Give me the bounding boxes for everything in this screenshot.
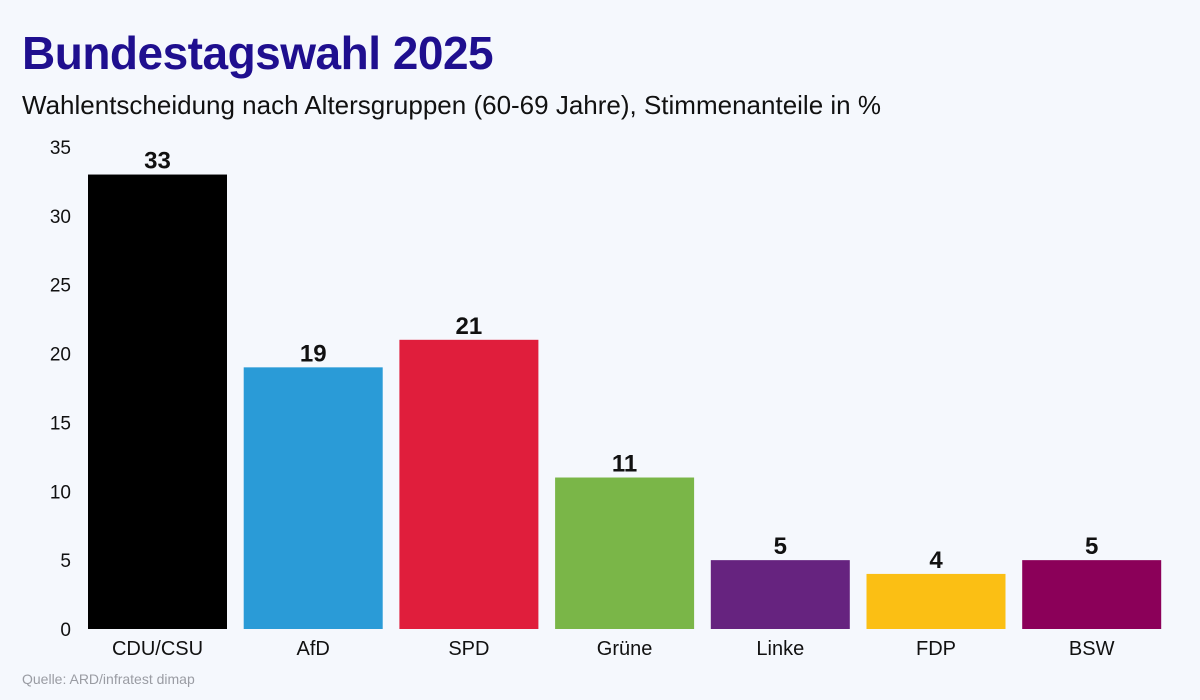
bar-value-label: 5 <box>1085 533 1098 560</box>
chart-title: Bundestagswahl 2025 <box>22 27 494 79</box>
bar-cdu-csu <box>88 174 227 630</box>
y-tick-label: 25 <box>50 276 71 297</box>
bar-value-label: 19 <box>300 340 327 367</box>
bar-value-label: 11 <box>612 451 637 478</box>
category-label: BSW <box>1069 638 1115 660</box>
chart-subtitle: Wahlentscheidung nach Altersgruppen (60-… <box>22 90 881 120</box>
y-tick-label: 20 <box>50 345 71 366</box>
y-tick-label: 0 <box>60 620 71 641</box>
category-label: FDP <box>916 638 956 660</box>
category-label: SPD <box>448 638 489 660</box>
bar-gr-ne <box>555 477 695 629</box>
category-label: CDU/CSU <box>112 638 203 660</box>
bar-spd <box>399 339 539 629</box>
bar-bsw <box>1022 560 1162 629</box>
bar-linke <box>710 560 850 629</box>
bar-value-label: 4 <box>929 547 943 574</box>
y-tick-label: 30 <box>50 207 71 228</box>
y-tick-label: 10 <box>50 482 71 503</box>
y-tick-label: 15 <box>50 413 71 434</box>
y-tick-label: 35 <box>50 138 71 159</box>
bar-value-label: 5 <box>774 533 787 560</box>
bar-afd <box>243 367 383 629</box>
category-label: AfD <box>297 638 330 660</box>
bar-value-label: 33 <box>144 148 171 175</box>
bar-fdp <box>866 573 1006 629</box>
bar-value-label: 21 <box>456 313 483 340</box>
category-label: Linke <box>756 638 804 660</box>
y-tick-label: 5 <box>60 551 71 572</box>
category-label: Grüne <box>597 638 653 660</box>
source-note: Quelle: ARD/infratest dimap <box>22 671 195 687</box>
